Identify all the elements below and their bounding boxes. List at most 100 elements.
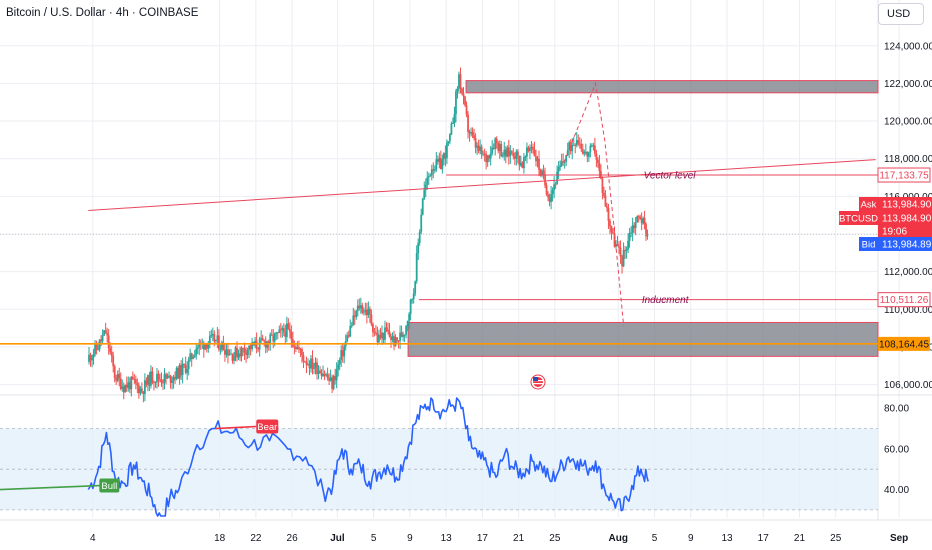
candle-body — [402, 335, 405, 337]
candle-body — [449, 134, 451, 142]
candle-body — [221, 342, 223, 349]
candle-body — [356, 305, 359, 312]
candle-body — [174, 376, 176, 379]
candle-body — [302, 354, 305, 362]
candle-body — [521, 162, 524, 169]
candle-body — [355, 311, 358, 317]
time-tick-label: 17 — [758, 533, 770, 544]
candle-body — [329, 377, 332, 381]
time-tick-label: 25 — [549, 533, 561, 544]
candle-body — [137, 385, 140, 394]
candle-body — [433, 169, 436, 171]
candle-body — [338, 359, 341, 365]
candle-body — [429, 175, 432, 177]
candle-body — [455, 91, 457, 115]
candle-body — [456, 88, 459, 92]
candle-body — [500, 143, 503, 157]
candle-body — [94, 344, 96, 355]
candle-body — [273, 333, 276, 342]
candle-body — [465, 105, 468, 115]
candle-body — [359, 305, 362, 309]
candle-body — [311, 358, 314, 369]
candle-body — [180, 365, 183, 376]
candle-body — [467, 114, 469, 132]
currency-button[interactable]: USD — [878, 3, 924, 25]
candle-body — [353, 315, 356, 317]
bear-signal-label: Bear — [257, 422, 277, 433]
candle-body — [101, 335, 104, 342]
candle-body — [459, 74, 462, 89]
candle-body — [432, 169, 435, 171]
candle-body — [538, 158, 540, 170]
candle-body — [426, 177, 429, 185]
candle-body — [133, 379, 136, 381]
candle-body — [453, 114, 456, 123]
candle-body — [580, 143, 583, 150]
candle-body — [606, 206, 608, 209]
candle-body — [388, 331, 391, 337]
price-tick-label: 110,000.00 — [884, 305, 932, 316]
candle-body — [464, 96, 466, 106]
candle-body — [444, 153, 447, 159]
candle-body — [304, 361, 306, 363]
us-flag-event-icon[interactable] — [530, 374, 546, 390]
candle-body — [248, 345, 250, 350]
candle-body — [480, 146, 483, 154]
candle-body — [227, 349, 229, 356]
candle-body — [234, 347, 237, 356]
candle-body — [583, 152, 586, 154]
candle-body — [586, 151, 589, 157]
candle-body — [631, 225, 634, 233]
candle-body — [578, 143, 581, 145]
rsi-line — [87, 397, 649, 517]
candle-body — [509, 151, 512, 157]
candle-body — [541, 170, 543, 176]
bull-divergence-line — [0, 484, 104, 491]
candle-body — [559, 165, 562, 168]
candle-body — [379, 334, 382, 338]
candle-body — [524, 156, 527, 158]
candle-body — [320, 373, 323, 377]
candle-body — [568, 142, 571, 151]
candle-body — [163, 374, 166, 383]
candle-body — [645, 224, 647, 237]
candle-body — [637, 216, 640, 218]
price-tick-label: 122,000.00 — [884, 79, 932, 90]
candle-body — [246, 349, 249, 355]
candle-body — [471, 131, 474, 136]
candle-body — [349, 325, 352, 337]
candle-body — [619, 247, 622, 257]
candle-body — [545, 185, 548, 195]
candle-body — [439, 158, 442, 170]
candle-body — [160, 379, 163, 383]
candle-body — [427, 176, 430, 178]
candle-body — [204, 344, 207, 350]
candle-body — [88, 354, 90, 362]
candle-body — [488, 155, 491, 159]
candle-body — [240, 347, 243, 357]
candle-body — [624, 250, 626, 252]
candle-body — [278, 329, 281, 333]
candle-body — [118, 373, 121, 379]
candle-body — [181, 363, 184, 376]
candle-body — [125, 384, 128, 388]
candle-body — [462, 93, 465, 97]
candle-body — [231, 353, 234, 361]
candle-body — [147, 375, 149, 385]
candle-body — [213, 334, 216, 342]
candle-body — [142, 391, 145, 395]
candle-body — [177, 367, 180, 379]
candle-body — [510, 151, 513, 154]
candle-body — [370, 314, 373, 325]
candle-body — [646, 235, 649, 237]
time-tick-label: 5 — [652, 533, 658, 544]
candle-body — [116, 373, 119, 381]
candle-body — [609, 220, 611, 227]
candle-body — [107, 335, 110, 348]
candle-body — [550, 194, 552, 202]
candle-body — [461, 88, 463, 94]
candle-body — [299, 349, 302, 351]
candle-body — [523, 157, 525, 169]
candle-body — [406, 320, 409, 326]
